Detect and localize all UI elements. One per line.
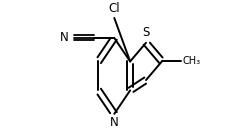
Text: N: N <box>60 31 69 44</box>
Text: N: N <box>110 116 119 129</box>
Text: S: S <box>142 26 150 39</box>
Text: CH₃: CH₃ <box>182 56 200 66</box>
Text: Cl: Cl <box>108 2 120 15</box>
